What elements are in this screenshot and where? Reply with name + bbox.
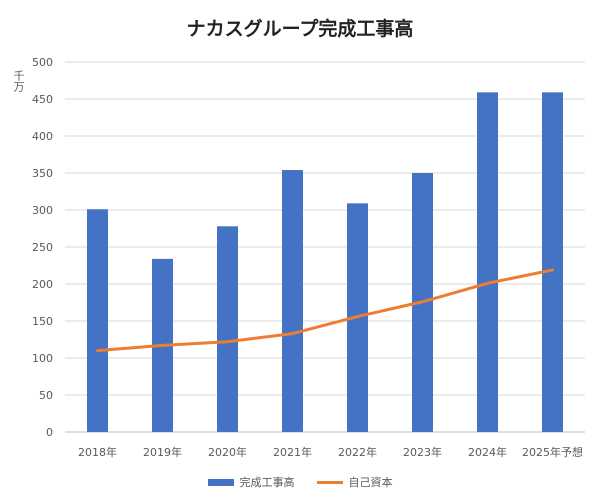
x-tick-label: 2021年 [273, 445, 312, 459]
y-tick-label: 100 [32, 352, 53, 365]
y-tick-label: 400 [32, 130, 53, 143]
legend-swatch-line [316, 480, 343, 484]
y-tick-label: 150 [32, 315, 53, 328]
y-axis-label: 千万 [12, 70, 25, 92]
y-tick-label: 450 [32, 93, 53, 106]
bar [282, 170, 303, 433]
y-tick-label: 500 [32, 56, 53, 69]
x-tick-label: 2019年 [143, 445, 182, 459]
legend-label-line: 自己資本 [348, 476, 393, 489]
legend-item-bar: 完成工事高 [207, 474, 295, 490]
legend-label-bar: 完成工事高 [239, 476, 295, 489]
x-tick-label: 2025年予想 [522, 445, 583, 459]
line-series [96, 268, 554, 353]
y-tick-label: 300 [32, 204, 53, 217]
x-tick-label: 2023年 [403, 445, 442, 459]
y-tick-label: 200 [32, 278, 53, 291]
bar [477, 92, 498, 432]
legend-swatch-bar [207, 478, 234, 486]
bar [87, 209, 108, 432]
legend-item-line: 自己資本 [316, 474, 393, 490]
y-tick-label: 0 [46, 426, 53, 439]
y-tick-label: 350 [32, 167, 53, 180]
y-tick-label: 50 [39, 389, 53, 402]
x-tick-label: 2018年 [78, 445, 117, 459]
chart-title: ナカスグループ完成工事高 [186, 18, 414, 40]
bar [542, 92, 563, 432]
x-tick-label: 2020年 [208, 445, 247, 459]
bar [217, 226, 238, 432]
x-tick-label: 2022年 [338, 445, 377, 459]
y-tick-label: 250 [32, 241, 53, 254]
x-tick-label: 2024年 [468, 445, 507, 459]
legend: 完成工事高 自己資本 [0, 474, 600, 490]
